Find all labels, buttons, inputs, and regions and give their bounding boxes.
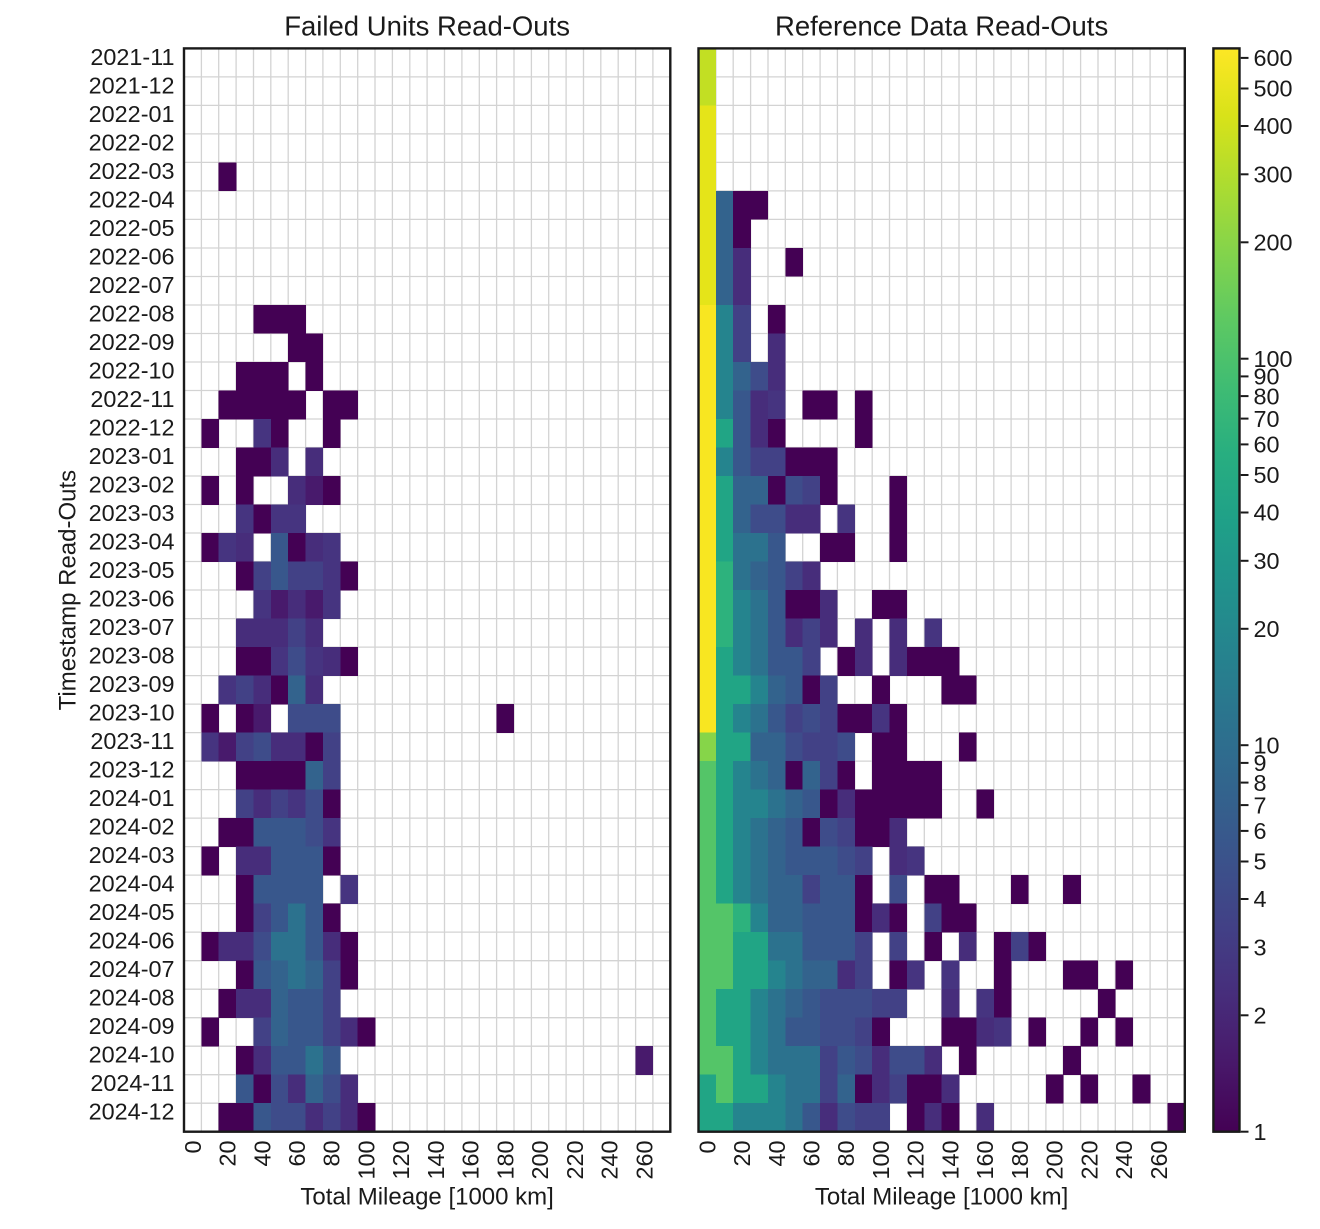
svg-text:2024-01: 2024-01 <box>89 785 175 811</box>
svg-text:2021-11: 2021-11 <box>90 44 174 70</box>
svg-text:Total Mileage [1000 km]: Total Mileage [1000 km] <box>815 1184 1068 1211</box>
svg-text:2024-08: 2024-08 <box>89 985 175 1011</box>
svg-text:10: 10 <box>1254 732 1280 758</box>
svg-text:100: 100 <box>354 1141 380 1180</box>
svg-text:160: 160 <box>458 1141 484 1180</box>
svg-text:40: 40 <box>249 1141 275 1167</box>
svg-text:400: 400 <box>1254 113 1293 139</box>
svg-text:60: 60 <box>799 1141 825 1167</box>
svg-text:60: 60 <box>1254 432 1280 458</box>
svg-text:80: 80 <box>319 1141 345 1167</box>
svg-text:2023-02: 2023-02 <box>89 472 175 498</box>
svg-text:2022-11: 2022-11 <box>90 386 174 412</box>
svg-text:120: 120 <box>903 1141 929 1180</box>
svg-text:600: 600 <box>1254 45 1293 71</box>
svg-text:80: 80 <box>833 1141 859 1167</box>
svg-text:20: 20 <box>1254 616 1280 642</box>
svg-text:120: 120 <box>388 1141 414 1180</box>
svg-text:5: 5 <box>1254 849 1267 875</box>
svg-text:140: 140 <box>937 1141 963 1180</box>
svg-text:40: 40 <box>764 1141 790 1167</box>
svg-text:2022-09: 2022-09 <box>89 329 175 355</box>
svg-text:260: 260 <box>1146 1141 1172 1180</box>
svg-text:2024-10: 2024-10 <box>89 1042 175 1068</box>
svg-text:220: 220 <box>1076 1141 1102 1180</box>
svg-text:2021-12: 2021-12 <box>89 72 175 98</box>
svg-text:300: 300 <box>1254 162 1293 188</box>
svg-text:160: 160 <box>972 1141 998 1180</box>
svg-text:Timestamp Read-Outs: Timestamp Read-Outs <box>55 470 82 711</box>
svg-text:2024-05: 2024-05 <box>89 899 175 925</box>
svg-text:20: 20 <box>215 1141 241 1167</box>
svg-text:80: 80 <box>1254 383 1280 409</box>
svg-text:240: 240 <box>1111 1141 1137 1180</box>
svg-text:2023-07: 2023-07 <box>89 614 175 640</box>
svg-text:200: 200 <box>1042 1141 1068 1180</box>
svg-text:2023-09: 2023-09 <box>89 671 175 697</box>
svg-text:6: 6 <box>1254 818 1267 844</box>
svg-text:220: 220 <box>562 1141 588 1180</box>
svg-text:9: 9 <box>1254 750 1267 776</box>
svg-text:2023-01: 2023-01 <box>89 443 175 469</box>
svg-text:30: 30 <box>1254 548 1280 574</box>
svg-text:2022-05: 2022-05 <box>89 215 175 241</box>
svg-text:2024-04: 2024-04 <box>89 871 175 897</box>
svg-text:2023-06: 2023-06 <box>89 586 175 612</box>
svg-text:2024-07: 2024-07 <box>89 956 175 982</box>
svg-text:100: 100 <box>1254 346 1293 372</box>
svg-text:1: 1 <box>1254 1119 1267 1145</box>
svg-text:3: 3 <box>1254 935 1267 961</box>
svg-text:4: 4 <box>1254 886 1267 912</box>
svg-text:2022-12: 2022-12 <box>89 415 175 441</box>
svg-text:200: 200 <box>1254 230 1293 256</box>
svg-text:90: 90 <box>1254 364 1280 390</box>
svg-text:2024-03: 2024-03 <box>89 842 175 868</box>
svg-text:2023-05: 2023-05 <box>89 557 175 583</box>
svg-text:2022-01: 2022-01 <box>89 101 175 127</box>
svg-text:140: 140 <box>423 1141 449 1180</box>
svg-text:260: 260 <box>631 1141 657 1180</box>
svg-text:70: 70 <box>1254 406 1280 432</box>
svg-text:2022-06: 2022-06 <box>89 243 175 269</box>
svg-text:180: 180 <box>1007 1141 1033 1180</box>
svg-text:2024-12: 2024-12 <box>89 1099 175 1125</box>
svg-text:240: 240 <box>597 1141 623 1180</box>
svg-text:0: 0 <box>694 1141 720 1154</box>
svg-text:50: 50 <box>1254 462 1280 488</box>
svg-text:2022-08: 2022-08 <box>89 300 175 326</box>
svg-text:2022-04: 2022-04 <box>89 186 175 212</box>
svg-text:500: 500 <box>1254 76 1293 102</box>
svg-text:2023-03: 2023-03 <box>89 500 175 526</box>
svg-text:60: 60 <box>284 1141 310 1167</box>
svg-text:2022-03: 2022-03 <box>89 158 175 184</box>
svg-text:Reference Data Read-Outs: Reference Data Read-Outs <box>775 11 1108 42</box>
svg-text:2022-10: 2022-10 <box>89 357 175 383</box>
svg-text:20: 20 <box>729 1141 755 1167</box>
svg-text:40: 40 <box>1254 500 1280 526</box>
svg-text:Total Mileage [1000 km]: Total Mileage [1000 km] <box>300 1184 553 1211</box>
svg-text:0: 0 <box>180 1141 206 1154</box>
svg-text:2023-04: 2023-04 <box>89 529 175 555</box>
svg-text:180: 180 <box>492 1141 518 1180</box>
svg-text:2024-09: 2024-09 <box>89 1013 175 1039</box>
svg-text:2023-11: 2023-11 <box>90 728 174 754</box>
svg-text:200: 200 <box>527 1141 553 1180</box>
svg-text:2024-06: 2024-06 <box>89 928 175 954</box>
svg-text:2022-02: 2022-02 <box>89 129 175 155</box>
svg-text:7: 7 <box>1254 792 1267 818</box>
svg-text:100: 100 <box>868 1141 894 1180</box>
svg-text:2024-11: 2024-11 <box>90 1070 174 1096</box>
svg-text:2023-10: 2023-10 <box>89 700 175 726</box>
svg-text:8: 8 <box>1254 770 1267 796</box>
svg-text:Failed Units Read-Outs: Failed Units Read-Outs <box>284 11 570 42</box>
svg-text:2: 2 <box>1254 1003 1267 1029</box>
svg-text:2022-07: 2022-07 <box>89 272 175 298</box>
svg-text:2024-02: 2024-02 <box>89 814 175 840</box>
svg-text:2023-08: 2023-08 <box>89 643 175 669</box>
svg-text:2023-12: 2023-12 <box>89 757 175 783</box>
